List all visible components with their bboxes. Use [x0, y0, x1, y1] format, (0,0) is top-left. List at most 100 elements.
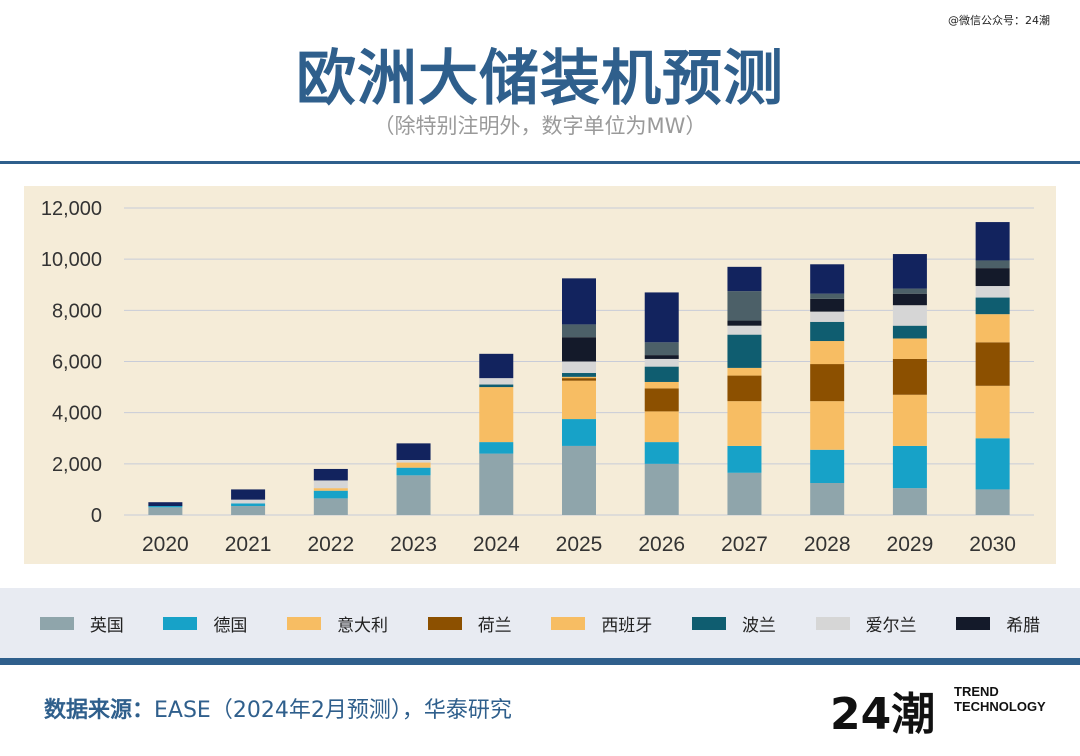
- bar-segment: [892, 325, 927, 339]
- plot-background: [24, 186, 1056, 564]
- y-tick-label: 10,000: [41, 249, 102, 271]
- bar-segment: [975, 286, 1010, 298]
- bar-segment: [892, 394, 927, 446]
- legend-swatch: [163, 617, 198, 630]
- bar-segment: [975, 342, 1010, 386]
- bar-segment: [810, 264, 845, 294]
- legend-label: 希腊: [1006, 616, 1041, 636]
- legend-label: 英国: [89, 616, 124, 636]
- bar-segment: [644, 381, 679, 389]
- bar-segment: [562, 380, 596, 420]
- bar-segment: [810, 449, 845, 484]
- bar-segment: [644, 388, 679, 412]
- bar-segment: [313, 488, 348, 491]
- x-tick-label: 2030: [969, 533, 1016, 556]
- legend-item: 意大利: [287, 611, 388, 636]
- bar-segment: [313, 468, 348, 481]
- stacked-bar-chart: 0 2,000 4,000 6,000 8,000 10,000 12,000 2020 202…: [41, 198, 1034, 556]
- bar-segment: [727, 325, 762, 335]
- logo-line-2: TECHNOLOGY: [954, 699, 1046, 714]
- legend-swatch: [39, 617, 74, 630]
- bar-segment: [644, 342, 679, 356]
- bar-segment: [644, 366, 679, 382]
- legend-item: 爱尔兰: [815, 611, 917, 636]
- bar-segment: [727, 401, 762, 446]
- bar-segment: [313, 490, 348, 499]
- bar-segment: [892, 338, 927, 359]
- x-tick-label: 2029: [887, 533, 934, 556]
- logo-line-1: TREND: [954, 684, 999, 699]
- bar-segment: [810, 298, 845, 312]
- bar-segment: [892, 358, 927, 395]
- legend-label: 西班牙: [601, 616, 653, 636]
- bar-segment: [479, 384, 514, 388]
- bar-segment: [562, 373, 596, 377]
- watermark: @微信公众号：24潮: [948, 14, 1050, 27]
- bar-segment: [231, 499, 266, 504]
- bar-segment: [148, 507, 183, 515]
- bar-segment: [975, 489, 1010, 515]
- source-text: EASE（2024年2月预测），华泰研究: [154, 698, 512, 723]
- top-divider: [0, 161, 1080, 164]
- x-tick-label: 2027: [721, 533, 768, 556]
- bar-segment: [892, 293, 927, 306]
- bar-segment: [727, 472, 762, 515]
- bar-segment: [892, 488, 927, 515]
- y-tick-label: 4,000: [52, 403, 102, 425]
- legend-swatch: [815, 617, 850, 630]
- bar-segment: [479, 353, 514, 379]
- x-tick-label: 2024: [473, 533, 520, 556]
- x-tick-label: 2022: [307, 533, 354, 556]
- chart-legend: 英国 德国 意大利 荷兰 西班牙 波兰 爱尔兰 希腊: [20, 611, 1060, 636]
- legend-label: 爱尔兰: [865, 616, 917, 636]
- legend-swatch: [287, 617, 322, 630]
- x-tick-label: 2026: [638, 533, 685, 556]
- source-label: 数据来源：: [44, 698, 155, 723]
- bar-segment: [396, 475, 431, 515]
- bar-segment: [562, 378, 596, 381]
- x-tick-label: 2025: [556, 533, 603, 556]
- legend-label: 德国: [213, 616, 248, 636]
- legend-item: 希腊: [956, 611, 1040, 636]
- bar-segment: [479, 387, 514, 443]
- bar-segment: [644, 355, 679, 359]
- bar-segment: [644, 292, 679, 343]
- brand-logo: 24潮 TREND TECHNOLOGY: [830, 678, 1046, 740]
- bar-segment: [231, 506, 266, 515]
- bar-segment: [562, 376, 596, 379]
- legend-label: 荷兰: [477, 616, 512, 636]
- page-subtitle: （除特别注明外，数字单位为MW）: [373, 114, 707, 138]
- bar-segment: [148, 506, 183, 508]
- bar-segment: [975, 260, 1010, 269]
- bar-segment: [727, 266, 762, 292]
- bar-segment: [892, 288, 927, 294]
- legend-item: 德国: [163, 611, 247, 636]
- bar-segment: [313, 498, 348, 515]
- legend-item: 波兰: [691, 611, 776, 636]
- x-tick-label: 2028: [804, 533, 851, 556]
- bar-segment: [810, 364, 845, 402]
- bar-segment: [727, 320, 762, 326]
- legend-item: 西班牙: [551, 611, 652, 636]
- bar-segment: [479, 378, 514, 385]
- bar-segment: [396, 443, 431, 460]
- bar-segment: [810, 321, 845, 342]
- legend-swatch: [551, 617, 586, 630]
- bar-segment: [727, 291, 762, 321]
- bar-segment: [231, 503, 266, 507]
- bar-segment: [396, 467, 431, 476]
- bar-segment: [396, 462, 431, 468]
- bar-segment: [562, 324, 596, 338]
- bar-segment: [644, 463, 679, 515]
- bar-segment: [975, 438, 1010, 490]
- x-tick-label: 2020: [142, 533, 189, 556]
- x-tick-label: 2023: [390, 533, 437, 556]
- bar-segment: [727, 367, 762, 376]
- legend-label: 波兰: [741, 616, 776, 636]
- y-tick-label: 0: [91, 505, 102, 527]
- x-tick-label: 2021: [225, 533, 272, 556]
- bar-segment: [148, 502, 183, 507]
- bar-segment: [810, 483, 845, 515]
- bar-segment: [396, 459, 431, 463]
- bar-segment: [975, 268, 1010, 287]
